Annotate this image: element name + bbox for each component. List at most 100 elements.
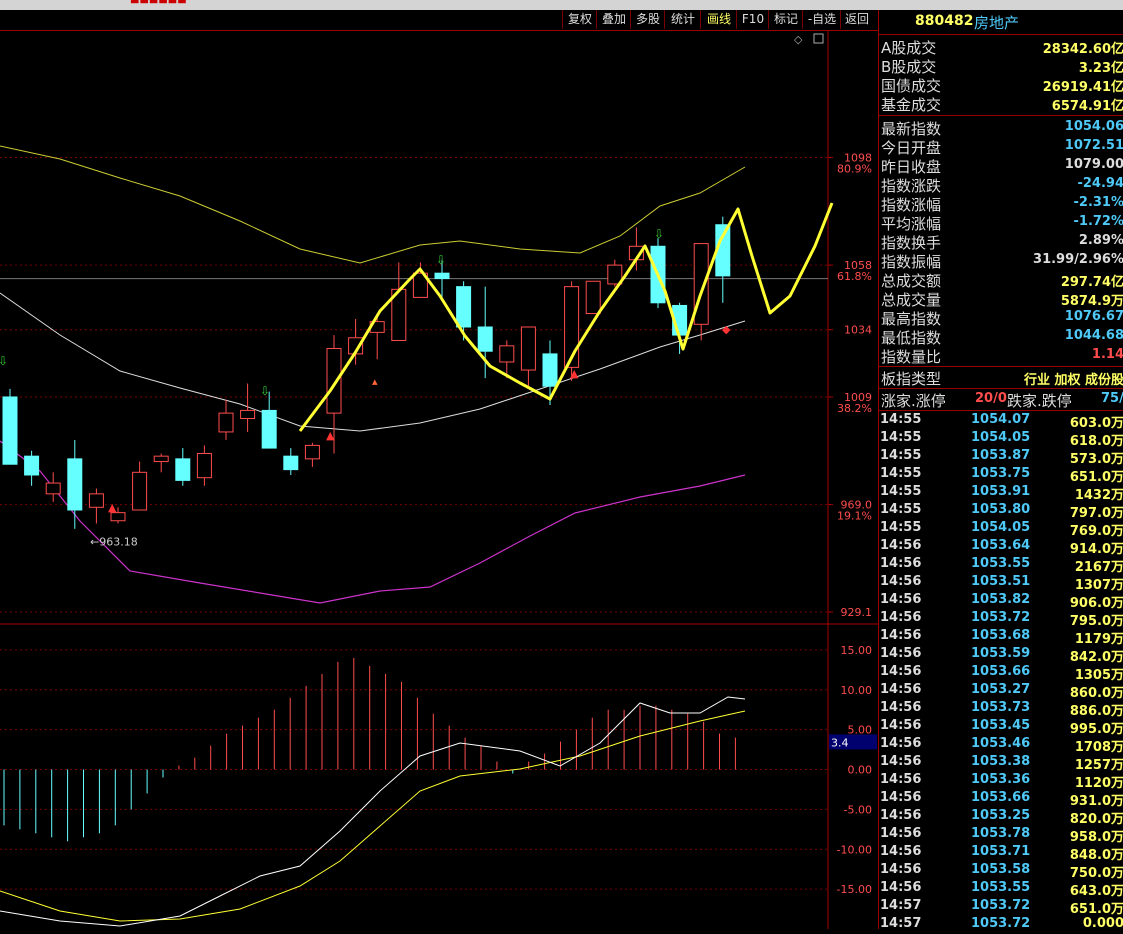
tick-price: 1053.72: [971, 610, 1030, 625]
candle[interactable]: [284, 456, 298, 469]
stat-label: 指数量比: [881, 346, 941, 367]
panel-toggle-icon[interactable]: [814, 34, 823, 43]
tick-time: 14:56: [880, 646, 921, 661]
diamond-icon[interactable]: ◇: [794, 33, 803, 46]
candle[interactable]: [327, 349, 341, 414]
boll-upper-line: [0, 146, 745, 263]
stat-label: 指数换手: [881, 232, 941, 253]
tick-price: 1053.36: [971, 772, 1030, 787]
toolbar-button[interactable]: 统计: [664, 10, 701, 29]
tick-time: 14:56: [880, 862, 921, 877]
boll-mid-line: [0, 293, 745, 431]
candle[interactable]: [521, 327, 535, 370]
candle[interactable]: [3, 397, 17, 464]
tick-volume: 1307万: [1075, 574, 1123, 593]
toolbar-button[interactable]: 复权: [562, 10, 597, 29]
tick-volume: 848.0万: [1070, 844, 1123, 863]
toolbar-button[interactable]: 返回: [840, 10, 873, 29]
candle[interactable]: [241, 410, 255, 418]
stat-label: A股成交: [881, 37, 936, 58]
stat-value: 1.14: [1092, 347, 1123, 362]
macd-axis-label: 0.00: [848, 764, 873, 777]
tick-price: 1053.78: [971, 826, 1030, 841]
candle[interactable]: [46, 483, 60, 494]
tick-volume: 2167万: [1075, 556, 1123, 575]
tick-price: 1053.73: [971, 700, 1030, 715]
stat-value: 26919.41亿: [1043, 76, 1123, 95]
toolbar-button[interactable]: -自选: [802, 10, 841, 29]
toolbar-button[interactable]: 画线: [700, 10, 737, 29]
candle[interactable]: [197, 453, 211, 477]
candle[interactable]: [154, 456, 168, 461]
stat-value: 1076.67: [1065, 309, 1123, 324]
tick-price: 1053.55: [971, 556, 1030, 571]
stat-label: 最低指数: [881, 327, 941, 348]
toolbar-button[interactable]: 叠加: [596, 10, 631, 29]
stat-label: 总成交额: [881, 270, 941, 291]
tick-price: 1053.46: [971, 736, 1030, 751]
stat-label: 板指类型: [881, 368, 941, 389]
candle[interactable]: [586, 281, 600, 313]
candle[interactable]: [543, 354, 557, 386]
toolbar-button[interactable]: F10: [736, 10, 769, 29]
tick-time: 14:55: [880, 484, 921, 499]
stat-value: 28342.60亿: [1043, 38, 1123, 57]
tick-time: 14:56: [880, 772, 921, 787]
stat-label: 平均涨幅: [881, 213, 941, 234]
candle[interactable]: [457, 287, 471, 327]
tick-price: 1053.80: [971, 502, 1030, 517]
candle[interactable]: [305, 445, 319, 458]
breadth-up-label: 涨家.涨停: [881, 390, 946, 411]
candle[interactable]: [435, 273, 449, 278]
quote-name[interactable]: 房地产: [974, 12, 1019, 33]
toolbar-button[interactable]: 多股: [630, 10, 665, 29]
tick-price: 1053.45: [971, 718, 1030, 733]
candle[interactable]: [68, 459, 82, 510]
stat-value: 31.99/2.96%: [1033, 252, 1123, 267]
macd-axis-label: -5.00: [844, 803, 872, 816]
macd-dif-line: [0, 697, 745, 926]
candle[interactable]: [500, 346, 514, 362]
tick-volume: 651.0万: [1070, 898, 1123, 917]
macd-current-value: 3.4: [831, 736, 849, 749]
toolbar-button[interactable]: 标记: [768, 10, 803, 29]
candle[interactable]: [478, 327, 492, 351]
divider: [879, 115, 1123, 116]
tick-volume: 1305万: [1075, 664, 1123, 683]
tick-volume: 1120万: [1075, 772, 1123, 791]
fib-level-label: 19.1%: [837, 510, 872, 523]
candle[interactable]: [89, 494, 103, 507]
tick-volume: 995.0万: [1070, 718, 1123, 737]
candle[interactable]: [133, 472, 147, 510]
price-axis-label: 1034: [844, 324, 872, 337]
kline-chart[interactable]: 109880.9%105861.8%1034100938.2%969.019.1…: [0, 31, 878, 929]
tick-time: 14:57: [880, 898, 921, 913]
tick-volume: 958.0万: [1070, 826, 1123, 845]
candle[interactable]: [262, 410, 276, 448]
tick-time: 14:56: [880, 556, 921, 571]
candle[interactable]: [176, 459, 190, 481]
candle[interactable]: [25, 456, 39, 475]
fib-level-label: 80.9%: [837, 162, 872, 175]
quote-code: 880482: [915, 13, 973, 29]
buy-signal-icon: ▲: [326, 429, 335, 442]
tick-price: 1053.51: [971, 574, 1030, 589]
sell-signal-icon: ⇩: [0, 354, 8, 368]
tick-volume: 860.0万: [1070, 682, 1123, 701]
stat-value: 5874.9万: [1061, 290, 1123, 309]
window-titlebar: ▬▬▬▬▬▬: [0, 0, 1123, 10]
sector-row: 板指类型行业 加权 成份股: [879, 368, 1123, 387]
candle[interactable]: [219, 413, 233, 432]
stat-value: 1072.51: [1065, 138, 1123, 153]
